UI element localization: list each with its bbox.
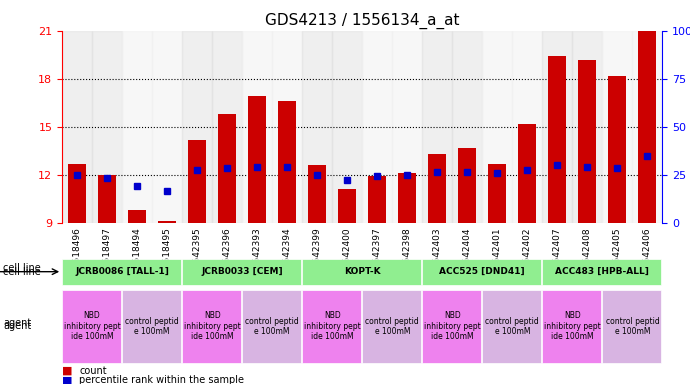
Bar (428, 154, 446, 223)
Bar (512, 31, 542, 223)
Text: agent: agent (3, 318, 32, 328)
FancyBboxPatch shape (122, 290, 181, 363)
Bar (188, 139, 206, 223)
Title: GDS4213 / 1556134_a_at: GDS4213 / 1556134_a_at (265, 13, 460, 29)
Text: control peptid
e 100mM: control peptid e 100mM (366, 317, 419, 336)
Bar (489, 164, 506, 223)
Bar (578, 60, 596, 223)
Bar (453, 31, 482, 223)
Bar (62, 31, 92, 223)
Text: cell line: cell line (3, 266, 41, 277)
Bar (609, 76, 627, 223)
Text: control peptid
e 100mM: control peptid e 100mM (246, 317, 299, 336)
FancyBboxPatch shape (482, 290, 541, 363)
FancyBboxPatch shape (242, 290, 301, 363)
Bar (458, 147, 476, 223)
Text: ■: ■ (62, 375, 72, 384)
Text: JCRB0086 [TALL-1]: JCRB0086 [TALL-1] (75, 267, 169, 276)
Bar (122, 31, 152, 223)
Text: ACC525 [DND41]: ACC525 [DND41] (440, 267, 525, 276)
Bar (638, 31, 656, 223)
Bar (158, 221, 176, 223)
Bar (248, 96, 266, 223)
Bar (362, 31, 392, 223)
Bar (302, 31, 333, 223)
FancyBboxPatch shape (62, 259, 181, 285)
FancyBboxPatch shape (422, 290, 481, 363)
Text: NBD
inhibitory pept
ide 100mM: NBD inhibitory pept ide 100mM (184, 311, 241, 341)
Text: percentile rank within the sample: percentile rank within the sample (79, 375, 244, 384)
Bar (128, 210, 146, 223)
Text: control peptid
e 100mM: control peptid e 100mM (486, 317, 539, 336)
FancyBboxPatch shape (302, 259, 421, 285)
Text: control peptid
e 100mM: control peptid e 100mM (606, 317, 659, 336)
Bar (368, 176, 386, 223)
Text: NBD
inhibitory pept
ide 100mM: NBD inhibitory pept ide 100mM (63, 311, 121, 341)
Text: count: count (79, 366, 107, 376)
FancyBboxPatch shape (362, 290, 421, 363)
Bar (152, 31, 182, 223)
FancyBboxPatch shape (302, 290, 361, 363)
Text: NBD
inhibitory pept
ide 100mM: NBD inhibitory pept ide 100mM (424, 311, 481, 341)
Bar (68, 164, 86, 223)
Bar (308, 165, 326, 223)
Text: cell line: cell line (3, 263, 41, 273)
Bar (98, 175, 116, 223)
FancyBboxPatch shape (62, 290, 121, 363)
Text: JCRB0033 [CEM]: JCRB0033 [CEM] (201, 267, 283, 276)
Bar (333, 31, 362, 223)
Bar (278, 101, 296, 223)
Bar (573, 31, 602, 223)
Text: agent: agent (3, 321, 32, 331)
Bar (338, 189, 356, 223)
Bar (182, 31, 213, 223)
Bar (272, 31, 302, 223)
Text: ACC483 [HPB-ALL]: ACC483 [HPB-ALL] (555, 267, 649, 276)
FancyBboxPatch shape (602, 290, 661, 363)
Bar (422, 31, 453, 223)
FancyBboxPatch shape (542, 290, 601, 363)
Text: KOPT-K: KOPT-K (344, 267, 381, 276)
Text: control peptid
e 100mM: control peptid e 100mM (126, 317, 179, 336)
FancyBboxPatch shape (182, 290, 241, 363)
Bar (242, 31, 272, 223)
Bar (602, 31, 632, 223)
FancyBboxPatch shape (182, 259, 301, 285)
Bar (398, 173, 416, 223)
Bar (549, 56, 566, 223)
Text: ■: ■ (62, 366, 72, 376)
Bar (518, 124, 536, 223)
Bar (92, 31, 122, 223)
FancyBboxPatch shape (422, 259, 541, 285)
Bar (392, 31, 422, 223)
FancyBboxPatch shape (542, 259, 661, 285)
Bar (632, 31, 662, 223)
Bar (482, 31, 512, 223)
Bar (213, 31, 242, 223)
Text: NBD
inhibitory pept
ide 100mM: NBD inhibitory pept ide 100mM (544, 311, 601, 341)
Text: NBD
inhibitory pept
ide 100mM: NBD inhibitory pept ide 100mM (304, 311, 361, 341)
Bar (218, 114, 236, 223)
Bar (542, 31, 573, 223)
